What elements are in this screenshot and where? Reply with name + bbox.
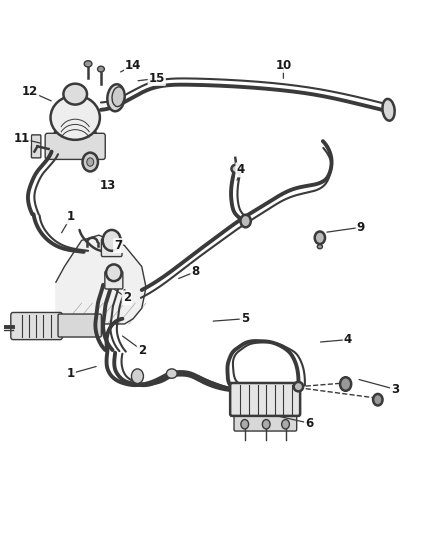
Ellipse shape [64,84,87,104]
Text: 2: 2 [138,344,146,357]
Text: 4: 4 [237,164,244,176]
Ellipse shape [317,245,322,249]
Ellipse shape [106,264,122,281]
FancyBboxPatch shape [230,383,300,416]
Circle shape [240,215,251,228]
Text: 10: 10 [275,59,292,72]
Ellipse shape [102,230,121,251]
Ellipse shape [107,84,125,111]
Circle shape [241,419,249,429]
Text: 4: 4 [344,333,352,346]
Ellipse shape [166,369,177,378]
Ellipse shape [54,119,97,158]
FancyBboxPatch shape [101,239,122,256]
Circle shape [82,152,98,172]
Text: 14: 14 [125,59,141,72]
Ellipse shape [57,123,93,155]
Circle shape [87,158,94,166]
Ellipse shape [294,382,303,391]
Circle shape [315,231,325,244]
FancyBboxPatch shape [32,135,41,158]
Ellipse shape [382,99,395,120]
Text: 1: 1 [67,367,75,380]
FancyBboxPatch shape [11,312,62,340]
Text: 12: 12 [22,85,38,98]
Text: 5: 5 [240,312,249,325]
Text: 7: 7 [114,239,122,252]
Text: 15: 15 [148,72,165,85]
Text: 8: 8 [191,265,200,278]
Ellipse shape [98,66,104,72]
Text: 3: 3 [391,383,399,395]
FancyBboxPatch shape [234,411,297,431]
Text: 6: 6 [305,417,313,430]
Ellipse shape [112,87,124,107]
Polygon shape [56,235,146,324]
Circle shape [373,394,382,406]
Ellipse shape [50,95,100,140]
FancyBboxPatch shape [45,133,105,159]
Ellipse shape [84,61,92,67]
Circle shape [282,419,290,429]
Circle shape [340,377,351,391]
Circle shape [131,369,144,384]
Text: 1: 1 [67,211,75,223]
Ellipse shape [231,165,241,173]
Text: 13: 13 [99,179,116,192]
FancyBboxPatch shape [58,314,101,337]
Text: 2: 2 [123,292,131,304]
Text: 11: 11 [14,132,30,145]
Circle shape [262,419,270,429]
Text: 9: 9 [357,221,365,234]
FancyBboxPatch shape [105,271,123,289]
